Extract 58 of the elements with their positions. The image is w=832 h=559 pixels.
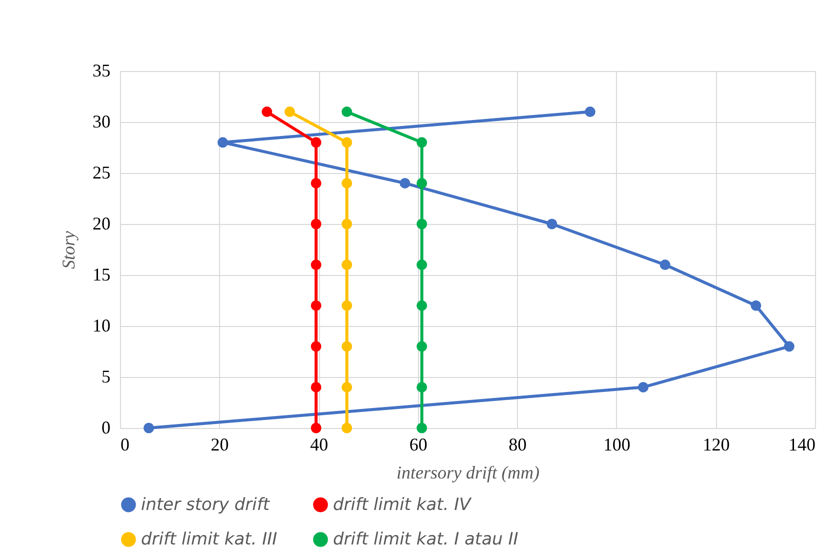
x-tick-label: 60 — [409, 434, 428, 454]
point — [342, 341, 352, 352]
point — [416, 218, 428, 230]
y-tick-label: 10 — [92, 316, 110, 336]
point — [342, 106, 352, 118]
point — [310, 218, 322, 230]
point — [784, 341, 794, 352]
point — [416, 382, 428, 392]
y-tick-label: 35 — [92, 60, 110, 80]
point — [262, 106, 272, 118]
legend-label: drift limit kat. III — [141, 530, 278, 550]
y-tick-label: 5 — [102, 366, 110, 386]
legend-label: inter story drift — [141, 494, 271, 515]
point — [416, 341, 428, 352]
y-tick-label: 20 — [92, 214, 110, 234]
point — [218, 137, 228, 148]
point — [342, 218, 352, 230]
point — [416, 137, 428, 148]
point — [144, 422, 154, 434]
legend-label: drift limit kat. IV — [333, 494, 472, 515]
point — [416, 422, 428, 434]
point — [310, 422, 322, 434]
y-axis-title: Story — [58, 230, 78, 269]
x-tick-label: 80 — [508, 434, 527, 454]
y-tick-label: 25 — [92, 162, 110, 182]
point — [416, 178, 428, 188]
point — [342, 422, 352, 434]
point — [416, 300, 428, 311]
legend-label: drift limit kat. I atau II — [333, 530, 518, 550]
point — [342, 137, 352, 148]
y-tick-label: 15 — [92, 264, 110, 284]
point — [660, 260, 670, 270]
x-axis-title: intersory drift (mm) — [396, 462, 540, 482]
point — [310, 260, 322, 270]
point — [638, 382, 648, 392]
y-tick-label: 0 — [102, 418, 110, 438]
point — [342, 300, 352, 311]
point — [750, 300, 762, 311]
point — [284, 106, 296, 118]
point — [342, 178, 352, 188]
point — [416, 260, 428, 270]
x-tick-label: 100 — [603, 434, 630, 454]
point — [310, 300, 322, 311]
point — [310, 178, 322, 188]
x-tick-label: 140 — [788, 434, 816, 454]
point — [310, 382, 322, 392]
x-tick-label: 20 — [210, 434, 229, 454]
x-tick-label: 120 — [702, 434, 730, 454]
point — [342, 260, 352, 270]
point — [342, 382, 352, 392]
point — [584, 106, 596, 118]
point — [400, 178, 410, 188]
point — [310, 341, 322, 352]
x-tick-label: 0 — [120, 434, 130, 454]
point — [310, 137, 322, 148]
x-tick-label: 40 — [310, 434, 328, 454]
y-tick-label: 30 — [92, 112, 110, 132]
point — [546, 218, 558, 230]
